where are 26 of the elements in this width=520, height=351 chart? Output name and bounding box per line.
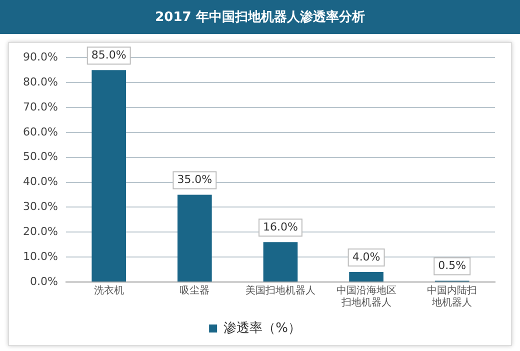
data-label: 4.0% — [352, 250, 380, 264]
data-label: 85.0% — [91, 48, 126, 62]
x-tick-label: 洗衣机 — [94, 284, 124, 297]
y-tick-label: 40.0% — [22, 175, 58, 188]
y-tick-label: 20.0% — [22, 224, 58, 238]
chart-title: 2017 年中国扫地机器人渗透率分析 — [0, 0, 520, 34]
bar — [349, 272, 384, 282]
bar — [92, 70, 126, 282]
x-tick-label: 中国沿海地区扫地机器人 — [336, 284, 396, 309]
data-label: 16.0% — [262, 220, 298, 234]
data-label: 35.0% — [177, 173, 212, 186]
data-label: 0.5% — [438, 259, 466, 272]
y-tick-label: 0.0% — [30, 274, 58, 288]
y-tick-label: 30.0% — [22, 200, 58, 214]
y-tick-label: 70.0% — [22, 100, 58, 114]
bar — [178, 194, 212, 282]
legend-label: 渗透率（%） — [224, 320, 301, 336]
y-tick-label: 60.0% — [22, 125, 58, 138]
bar — [263, 242, 298, 282]
y-tick-label: 90.0% — [22, 50, 58, 64]
x-tick-label: 吸尘器 — [180, 284, 210, 297]
y-tick-label: 10.0% — [22, 250, 58, 263]
x-tick-label: 美国扫地机器人 — [245, 284, 316, 297]
x-tick-label: 中国内陆扫地机器人 — [427, 284, 478, 309]
y-tick-label: 50.0% — [22, 150, 58, 164]
y-tick-label: 80.0% — [22, 75, 58, 88]
